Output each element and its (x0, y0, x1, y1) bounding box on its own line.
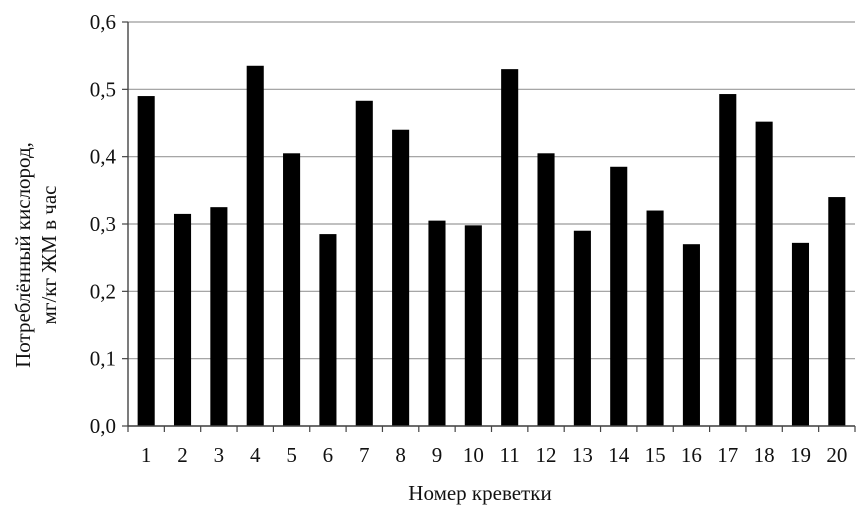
bar (610, 166, 628, 426)
bar (828, 197, 846, 426)
x-tick-label: 7 (359, 443, 370, 467)
bar (646, 210, 664, 426)
y-tick-label: 0,5 (90, 77, 116, 101)
bar (501, 69, 519, 426)
bar (210, 207, 228, 426)
x-tick-labels: 1 2 3 4 5 6 7 8 9 10 11 12 13 14 15 16 17 18 19 20 (141, 443, 847, 467)
x-tick-label: 17 (717, 443, 738, 467)
bar (573, 230, 591, 426)
x-axis-title: Номер креветки (408, 481, 551, 505)
bar (719, 94, 737, 427)
bar (137, 96, 155, 427)
x-tick-label: 14 (608, 443, 630, 467)
y-axis-title-line-1: Потреблённый кислород, (11, 142, 35, 368)
x-tick-label: 5 (286, 443, 297, 467)
bar (319, 234, 337, 426)
y-tick-label: 0,1 (90, 347, 116, 371)
y-axis-title-line-2: мг/кг ЖМ в час (37, 186, 61, 325)
y-tick-label: 0,6 (90, 10, 116, 34)
bar (173, 213, 192, 426)
x-tick-label: 13 (572, 443, 593, 467)
bar (682, 244, 700, 426)
x-tick-label: 9 (432, 443, 443, 467)
axes (127, 22, 855, 427)
bars (127, 65, 856, 432)
bar (283, 153, 301, 427)
x-tick-label: 1 (141, 443, 152, 467)
x-tick-label: 4 (250, 443, 261, 467)
x-tick-label: 2 (177, 443, 188, 467)
bar (755, 121, 773, 427)
bar (428, 220, 446, 426)
x-tick-label: 6 (323, 443, 334, 467)
x-tick-label: 12 (536, 443, 557, 467)
bar (392, 129, 410, 426)
x-tick-label: 20 (826, 443, 847, 467)
bar (791, 242, 810, 426)
y-tick-labels: 0,0 0,1 0,2 0,3 0,4 0,5 0,6 (90, 10, 117, 438)
y-tick-label: 0,3 (90, 212, 116, 236)
x-tick-label: 11 (500, 443, 520, 467)
x-tick-label: 10 (463, 443, 484, 467)
x-tick-label: 19 (790, 443, 811, 467)
gridlines (122, 21, 855, 427)
bar (537, 153, 555, 427)
y-tick-label: 0,4 (90, 145, 117, 169)
x-tick-label: 16 (681, 443, 702, 467)
bar (246, 65, 264, 427)
y-tick-label: 0,0 (90, 414, 116, 438)
x-tick-label: 3 (214, 443, 225, 467)
x-tick-label: 15 (645, 443, 666, 467)
x-tick-label: 18 (754, 443, 775, 467)
bar (464, 225, 482, 426)
x-tick-label: 8 (395, 443, 406, 467)
bar (355, 100, 373, 426)
y-tick-label: 0,2 (90, 279, 116, 303)
